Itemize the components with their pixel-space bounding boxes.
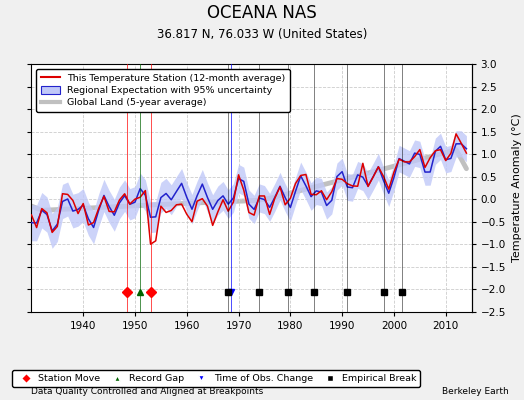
- Legend: Station Move, Record Gap, Time of Obs. Change, Empirical Break: Station Move, Record Gap, Time of Obs. C…: [13, 370, 420, 387]
- Text: Berkeley Earth: Berkeley Earth: [442, 387, 508, 396]
- Text: Data Quality Controlled and Aligned at Breakpoints: Data Quality Controlled and Aligned at B…: [31, 387, 264, 396]
- Text: 36.817 N, 76.033 W (United States): 36.817 N, 76.033 W (United States): [157, 28, 367, 41]
- Y-axis label: Temperature Anomaly (°C): Temperature Anomaly (°C): [511, 114, 521, 262]
- Text: OCEANA NAS: OCEANA NAS: [207, 4, 317, 22]
